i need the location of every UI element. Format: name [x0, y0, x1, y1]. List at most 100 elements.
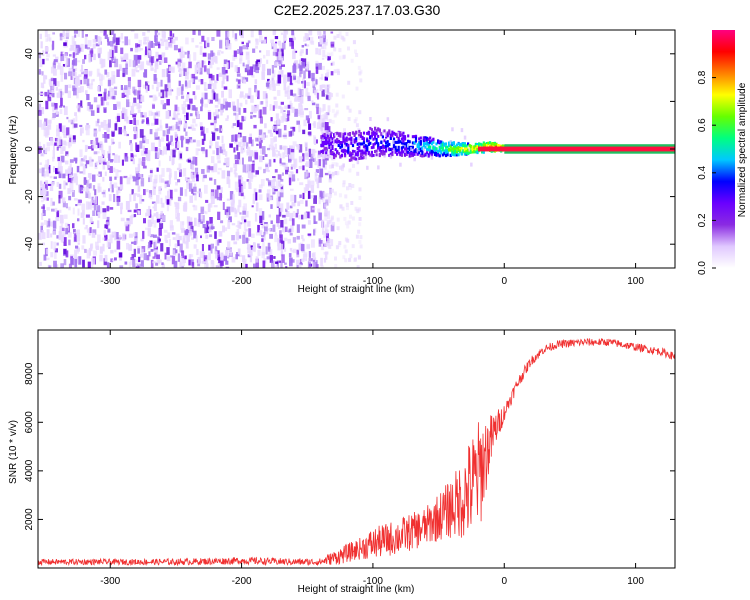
- spectrogram-cell: [64, 84, 68, 94]
- spectrogram-cell: [435, 142, 438, 146]
- spectrogram-cell: [114, 231, 117, 241]
- spectrogram-cell: [323, 140, 326, 144]
- spectrogram-cell: [103, 150, 106, 156]
- spectrogram-cell: [359, 149, 362, 153]
- spectrogram-cell: [86, 78, 90, 86]
- spectrogram-cell: [117, 170, 122, 173]
- spectrogram-cell: [247, 254, 251, 258]
- spectrogram-cell: [135, 144, 140, 152]
- spectrogram-cell: [213, 113, 216, 117]
- spectrogram-cell: [207, 112, 212, 120]
- spectrogram-cell: [344, 221, 348, 226]
- spectrogram-cell: [236, 67, 240, 73]
- spectrogram-cell: [190, 172, 193, 180]
- spectrogram-cell: [85, 160, 90, 165]
- spectrogram-cell: [452, 142, 455, 146]
- spectrogram-cell: [208, 252, 211, 261]
- spectrogram-cell: [39, 162, 42, 165]
- spectrogram-cell: [392, 145, 396, 149]
- spectrogram-cell: [289, 75, 293, 85]
- spectrogram-cell: [465, 150, 468, 154]
- spectrogram-cell: [400, 133, 403, 137]
- spectrogram-cell: [62, 64, 66, 67]
- spectrogram-cell: [274, 125, 278, 131]
- spectrogram-cell: [137, 210, 141, 215]
- spectrogram-cell: [267, 147, 271, 151]
- spectrogram-cell: [196, 174, 199, 182]
- spectrogram-cell: [301, 224, 306, 229]
- spectrogram-cell: [311, 72, 315, 81]
- spectrogram-cell: [335, 245, 339, 250]
- spectrogram-cell: [298, 156, 303, 163]
- spectrogram-cell: [179, 187, 183, 196]
- spectrogram-cell: [342, 148, 345, 152]
- spectrogram-cell: [253, 188, 257, 195]
- spectrogram-cell: [69, 159, 74, 163]
- spectrogram-cell: [124, 53, 129, 60]
- spectrogram-cell: [210, 122, 215, 126]
- spectrogram-cell: [396, 135, 399, 139]
- spectrogram-cell: [345, 32, 349, 37]
- spectrogram-cell: [362, 137, 366, 141]
- spectrogram-cell: [220, 220, 224, 224]
- spectrogram-cell: [40, 107, 45, 115]
- spectrogram-cell: [131, 68, 136, 77]
- spectrogram-cell: [230, 167, 233, 173]
- spectrogram-cell: [268, 144, 271, 149]
- spectrogram-cell: [45, 257, 50, 261]
- spectrogram-cell: [286, 114, 289, 118]
- spectrogram-cell: [200, 106, 203, 112]
- spectrogram-cell: [256, 143, 259, 146]
- spectrogram-cell: [74, 233, 77, 242]
- spectrogram-cell: [146, 154, 151, 162]
- spectrogram-cell: [195, 85, 200, 90]
- spectrogram-cell: [105, 220, 109, 229]
- spectrogram-cell: [174, 36, 178, 41]
- spectrogram-cell: [237, 248, 241, 255]
- spectrogram-cell: [212, 150, 215, 155]
- spectrogram-cell: [90, 199, 93, 203]
- spectrogram-cell: [40, 180, 43, 186]
- spectrogram-cell: [186, 95, 189, 99]
- spectrogram-cell: [93, 53, 96, 61]
- spectrogram-cell: [143, 42, 147, 45]
- spectrogram-cell: [225, 266, 230, 268]
- spectrogram-cell: [152, 42, 155, 48]
- spectrogram-cell: [241, 255, 246, 263]
- spectrogram-cell: [188, 80, 191, 88]
- spectrogram-cell: [280, 262, 283, 268]
- spectrogram-cell: [294, 95, 299, 102]
- spectrogram-cell: [418, 144, 421, 148]
- spectrogram-cell: [276, 130, 279, 135]
- spectrogram-cell: [299, 51, 303, 57]
- spectrogram-cell: [375, 132, 378, 136]
- spectrogram-cell: [190, 124, 195, 130]
- spectrogram-cell: [214, 80, 218, 84]
- spectrogram-cell: [326, 87, 330, 92]
- spectrogram-cell: [83, 69, 88, 75]
- spectrogram-cell: [56, 125, 58, 132]
- spectrogram-cell: [220, 103, 224, 113]
- spectrogram-cell: [133, 134, 137, 140]
- spectrogram-cell: [344, 249, 348, 254]
- spectrogram-cell: [120, 57, 125, 61]
- spectrogram-cell: [149, 40, 153, 48]
- spectrogram-cell: [188, 259, 191, 266]
- spectrogram-cell: [339, 165, 342, 170]
- spectrogram-cell: [106, 239, 111, 248]
- spectrogram-cell: [215, 251, 218, 259]
- spectrogram-cell: [249, 254, 253, 263]
- spectrogram-cell: [438, 148, 441, 152]
- spectrogram-cell: [108, 188, 111, 192]
- spectrogram-frame: [37, 29, 676, 269]
- spectrogram-cell: [347, 220, 351, 225]
- spectrogram-cell: [342, 54, 346, 59]
- spectrogram-cell: [224, 69, 228, 74]
- spectrogram-cell: [181, 84, 184, 91]
- spectrogram-cell: [124, 261, 128, 265]
- spectrogram-cell: [60, 263, 64, 268]
- spectrogram-cell: [325, 112, 330, 116]
- spectrogram-cell: [478, 143, 481, 147]
- spectrogram-cell: [323, 251, 327, 255]
- spectrogram-cell: [135, 203, 138, 209]
